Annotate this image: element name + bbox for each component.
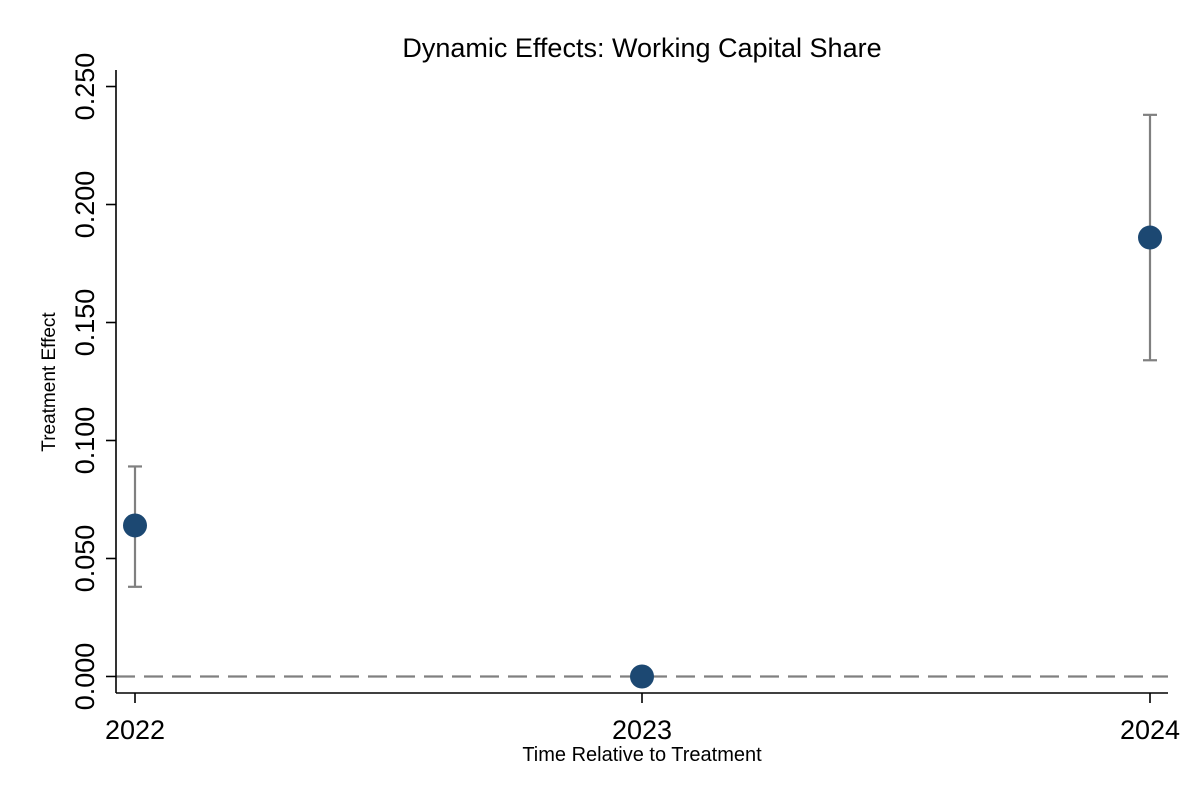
y-axis-ticks: 0.000 0.050 0.100 0.150 0.200 0.250 [70,53,116,711]
data-point [123,513,147,538]
y-tick-label: 0.050 [70,525,100,593]
x-tick-label: 2022 [105,715,165,745]
x-tick-label: 2023 [612,715,672,745]
data-points [123,225,1162,689]
data-point [630,664,654,689]
y-tick-label: 0.100 [70,407,100,475]
y-tick-label: 0.250 [70,53,100,121]
x-tick-label: 2024 [1120,715,1180,745]
y-tick-label: 0.000 [70,643,100,711]
x-axis-ticks: 2022 2023 2024 [105,693,1180,745]
data-point [1138,225,1162,250]
error-bars [128,113,1157,588]
y-tick-label: 0.200 [70,171,100,239]
y-axis-label: Treatment Effect [39,312,60,452]
plot-area [116,113,1168,689]
chart-title: Dynamic Effects: Working Capital Share [402,33,881,63]
y-tick-label: 0.150 [70,289,100,357]
x-axis-label: Time Relative to Treatment [522,744,762,766]
